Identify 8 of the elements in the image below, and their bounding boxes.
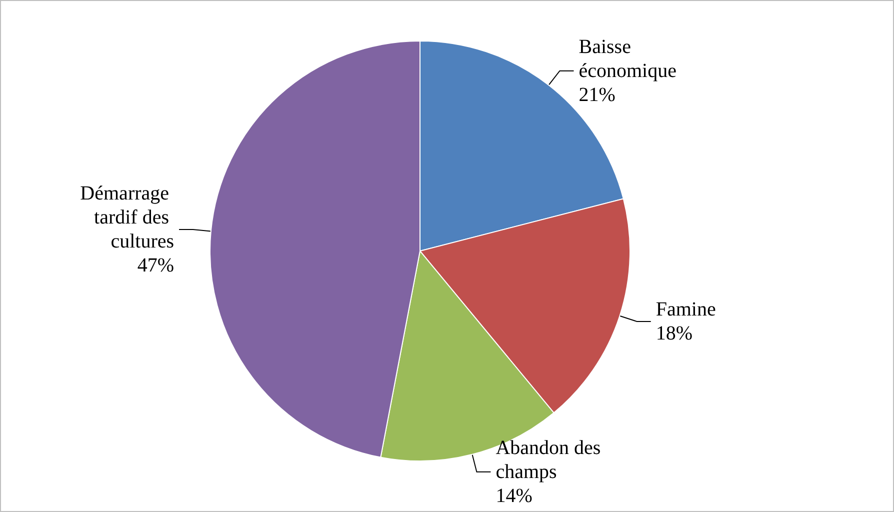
slice-label: Baisse économique: [578, 36, 677, 82]
data-label: 14%: [496, 484, 532, 507]
slice-label: Abandon des champs: [496, 436, 606, 483]
data-label: 21%: [578, 84, 616, 106]
slice-label: Famine: [656, 298, 716, 320]
slice-label: Démarrage tardif des cultures: [80, 182, 174, 253]
data-label: 18%: [656, 322, 693, 344]
data-label: 47%: [137, 254, 174, 277]
